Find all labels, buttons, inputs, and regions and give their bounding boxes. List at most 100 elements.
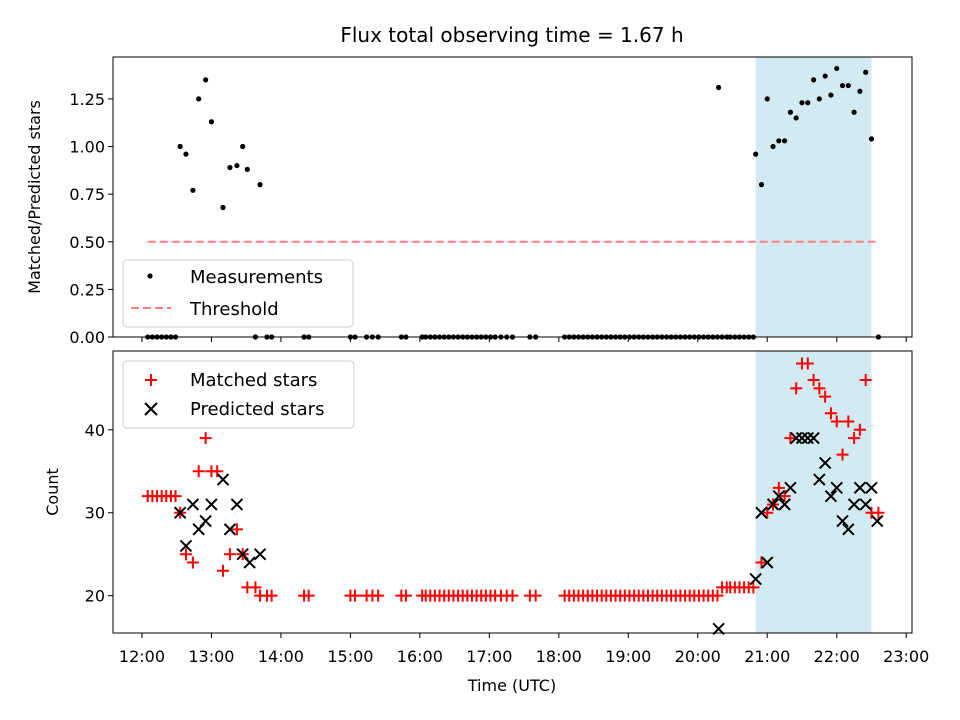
measurement-point xyxy=(227,164,233,171)
bottom-x-tick-label: 19:00 xyxy=(605,647,651,666)
measurement-point xyxy=(857,88,863,94)
matched-star-point xyxy=(506,589,519,602)
matched-star-point xyxy=(211,465,224,478)
matched-legend-marker xyxy=(145,374,157,386)
predicted-star-point xyxy=(818,456,832,470)
measurement-point xyxy=(244,166,250,172)
matched-star-point xyxy=(778,490,791,503)
measurement-point xyxy=(834,65,840,72)
measurement-point xyxy=(208,119,215,125)
predicted-star-point xyxy=(766,498,780,511)
bottom-panel: 20 30 40 12:00 13:00 14:00 15:00 16:00 17:00 18:… xyxy=(43,350,929,695)
bottom-y-tick-label: 40 xyxy=(85,421,105,440)
measurement-point xyxy=(851,109,857,115)
matched-star-point xyxy=(824,407,837,420)
bottom-x-tick-label: 16:00 xyxy=(397,647,443,666)
predicted-star-point xyxy=(859,498,872,511)
matched-star-point xyxy=(529,589,542,602)
matched-star-point xyxy=(761,506,774,519)
matched-star-point xyxy=(807,374,820,387)
x-axis-label: Time (UTC) xyxy=(467,676,556,695)
measurements-legend-marker xyxy=(147,273,153,279)
measurement-point xyxy=(810,77,817,83)
measurement-point xyxy=(845,82,851,89)
matched-star-point xyxy=(830,415,843,428)
predicted-star-point xyxy=(778,498,791,511)
measurement-point xyxy=(190,187,196,193)
matched-star-point xyxy=(747,581,760,594)
bottom-y-ticks: 20 30 40 xyxy=(85,421,113,606)
predicted-star-point xyxy=(847,498,861,511)
matched-star-point xyxy=(179,548,192,561)
predicted-star-point xyxy=(186,498,200,511)
matched-star-point xyxy=(772,481,785,494)
bottom-x-ticks: 12:00 13:00 14:00 15:00 16:00 17:00 18:00 19:00… xyxy=(119,633,929,666)
measurement-point xyxy=(805,100,811,106)
measurement-point xyxy=(863,69,869,75)
predicted-legend-marker xyxy=(144,402,158,416)
top-axes-frame xyxy=(112,56,913,338)
measurement-point xyxy=(257,182,263,188)
measurement-point xyxy=(787,109,794,115)
predicted-star-point xyxy=(824,489,838,503)
top-y-tick-label: 0.00 xyxy=(69,328,105,347)
measurement-point xyxy=(782,138,788,144)
bottom-x-tick-label: 20:00 xyxy=(675,647,721,666)
matched-star-point xyxy=(399,589,412,602)
measurement-point xyxy=(839,82,846,89)
predicted-star-point xyxy=(205,498,218,511)
top-y-ticks: 0.00 0.25 0.50 0.75 1.00 1.25 xyxy=(69,90,113,347)
measurement-point xyxy=(183,151,189,157)
measurement-point xyxy=(177,143,183,150)
measurement-point xyxy=(776,138,782,144)
measurement-point xyxy=(240,143,246,150)
bottom-x-tick-label: 23:00 xyxy=(883,647,929,666)
predicted-star-point xyxy=(813,473,826,486)
predicted-star-point xyxy=(789,431,803,445)
predicted-star-point xyxy=(772,489,786,503)
matched-star-point xyxy=(801,357,814,370)
measurement-point xyxy=(220,204,226,211)
predicted-star-point xyxy=(795,431,809,445)
matched-star-point xyxy=(302,589,315,602)
measurement-point xyxy=(868,136,875,142)
bottom-x-tick-label: 18:00 xyxy=(536,647,582,666)
bottom-x-tick-label: 22:00 xyxy=(814,647,860,666)
predicted-legend-label: Predicted stars xyxy=(190,399,324,420)
predicted-star-point xyxy=(865,481,878,495)
predicted-star-point xyxy=(749,572,762,586)
top-y-axis-label: Matched/Predicted stars xyxy=(25,100,44,294)
predicted-star-point xyxy=(836,514,849,528)
top-shaded-region xyxy=(755,57,872,337)
predicted-star-point xyxy=(173,506,187,519)
top-y-tick-label: 0.75 xyxy=(69,185,105,204)
matched-star-point xyxy=(230,523,243,536)
matched-star-point xyxy=(349,589,362,602)
matched-star-point xyxy=(169,490,182,503)
top-legend: Measurements Threshold xyxy=(122,259,354,328)
predicted-star-point xyxy=(179,539,193,553)
measurements-legend-label: Measurements xyxy=(190,267,323,288)
matched-star-point xyxy=(872,506,885,519)
top-legend-box xyxy=(122,259,354,328)
matched-star-point xyxy=(192,465,205,478)
matched-star-point xyxy=(223,548,236,561)
predicted-star-point xyxy=(230,498,244,511)
matched-star-point xyxy=(217,564,230,577)
bottom-x-tick-label: 21:00 xyxy=(744,647,790,666)
top-y-tick-label: 0.50 xyxy=(69,233,105,252)
measurement-point xyxy=(234,162,240,169)
bottom-x-tick-label: 12:00 xyxy=(119,647,165,666)
measurement-point xyxy=(196,96,202,102)
predicted-star-point xyxy=(784,481,797,495)
matched-star-point xyxy=(848,432,861,445)
top-panel: Flux total observing time = 1.67 h 0.000… xyxy=(25,23,913,347)
bottom-y-tick-label: 20 xyxy=(85,587,105,606)
predicted-star-point xyxy=(842,523,855,536)
measurement-point xyxy=(828,92,834,98)
predicted-star-point xyxy=(216,473,230,486)
measurement-point xyxy=(770,143,776,150)
predicted-star-point xyxy=(223,523,237,536)
predicted-star-point xyxy=(807,431,820,445)
predicted-star-point xyxy=(761,556,774,569)
